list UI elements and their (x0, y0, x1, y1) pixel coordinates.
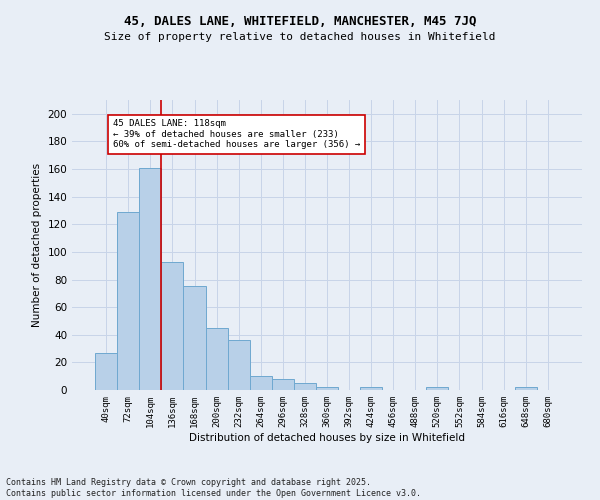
Text: 45 DALES LANE: 118sqm
← 39% of detached houses are smaller (233)
60% of semi-det: 45 DALES LANE: 118sqm ← 39% of detached … (113, 120, 360, 149)
X-axis label: Distribution of detached houses by size in Whitefield: Distribution of detached houses by size … (189, 432, 465, 442)
Bar (227, 340, 250, 390)
Bar (272, 379, 294, 390)
Bar (515, 387, 537, 390)
Bar (250, 376, 272, 390)
Bar (139, 168, 161, 390)
Bar (316, 387, 338, 390)
Bar (117, 212, 139, 390)
Text: Contains HM Land Registry data © Crown copyright and database right 2025.
Contai: Contains HM Land Registry data © Crown c… (6, 478, 421, 498)
Bar (427, 387, 448, 390)
Text: 45, DALES LANE, WHITEFIELD, MANCHESTER, M45 7JQ: 45, DALES LANE, WHITEFIELD, MANCHESTER, … (124, 15, 476, 28)
Bar (206, 328, 227, 390)
Y-axis label: Number of detached properties: Number of detached properties (32, 163, 42, 327)
Bar (294, 383, 316, 390)
Bar (360, 387, 382, 390)
Text: Size of property relative to detached houses in Whitefield: Size of property relative to detached ho… (104, 32, 496, 42)
Bar (95, 352, 117, 390)
Bar (184, 286, 206, 390)
Bar (161, 262, 184, 390)
